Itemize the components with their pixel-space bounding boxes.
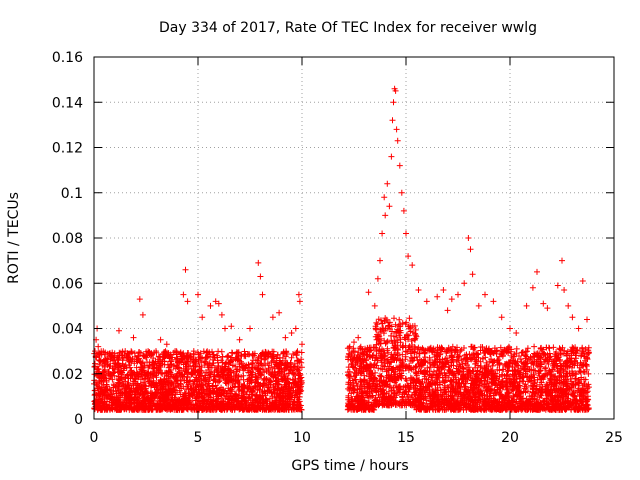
- data-point: [457, 348, 464, 354]
- data-point: [209, 348, 215, 355]
- data-point: [224, 353, 231, 360]
- data-point: [406, 315, 413, 322]
- data-point: [201, 358, 208, 365]
- data-point: [109, 376, 116, 383]
- data-point: [261, 375, 268, 382]
- data-point: [391, 315, 397, 322]
- data-point: [546, 345, 553, 352]
- data-point: [215, 348, 222, 355]
- data-point: [215, 371, 222, 378]
- data-point: [531, 343, 538, 350]
- data-point: [203, 386, 210, 392]
- data-point: [159, 371, 166, 377]
- chart-title: Day 334 of 2017, Rate Of TEC Index for r…: [159, 20, 537, 36]
- data-point: [471, 344, 478, 351]
- data-point: [396, 316, 403, 323]
- data-point: [136, 349, 143, 356]
- data-point: [421, 350, 428, 357]
- data-points: [91, 85, 592, 413]
- data-point: [100, 348, 107, 355]
- data-point: [200, 348, 207, 355]
- data-point: [385, 322, 392, 329]
- data-point: [288, 354, 295, 361]
- data-point: [290, 351, 296, 357]
- data-point: [290, 370, 297, 377]
- data-point: [167, 358, 174, 365]
